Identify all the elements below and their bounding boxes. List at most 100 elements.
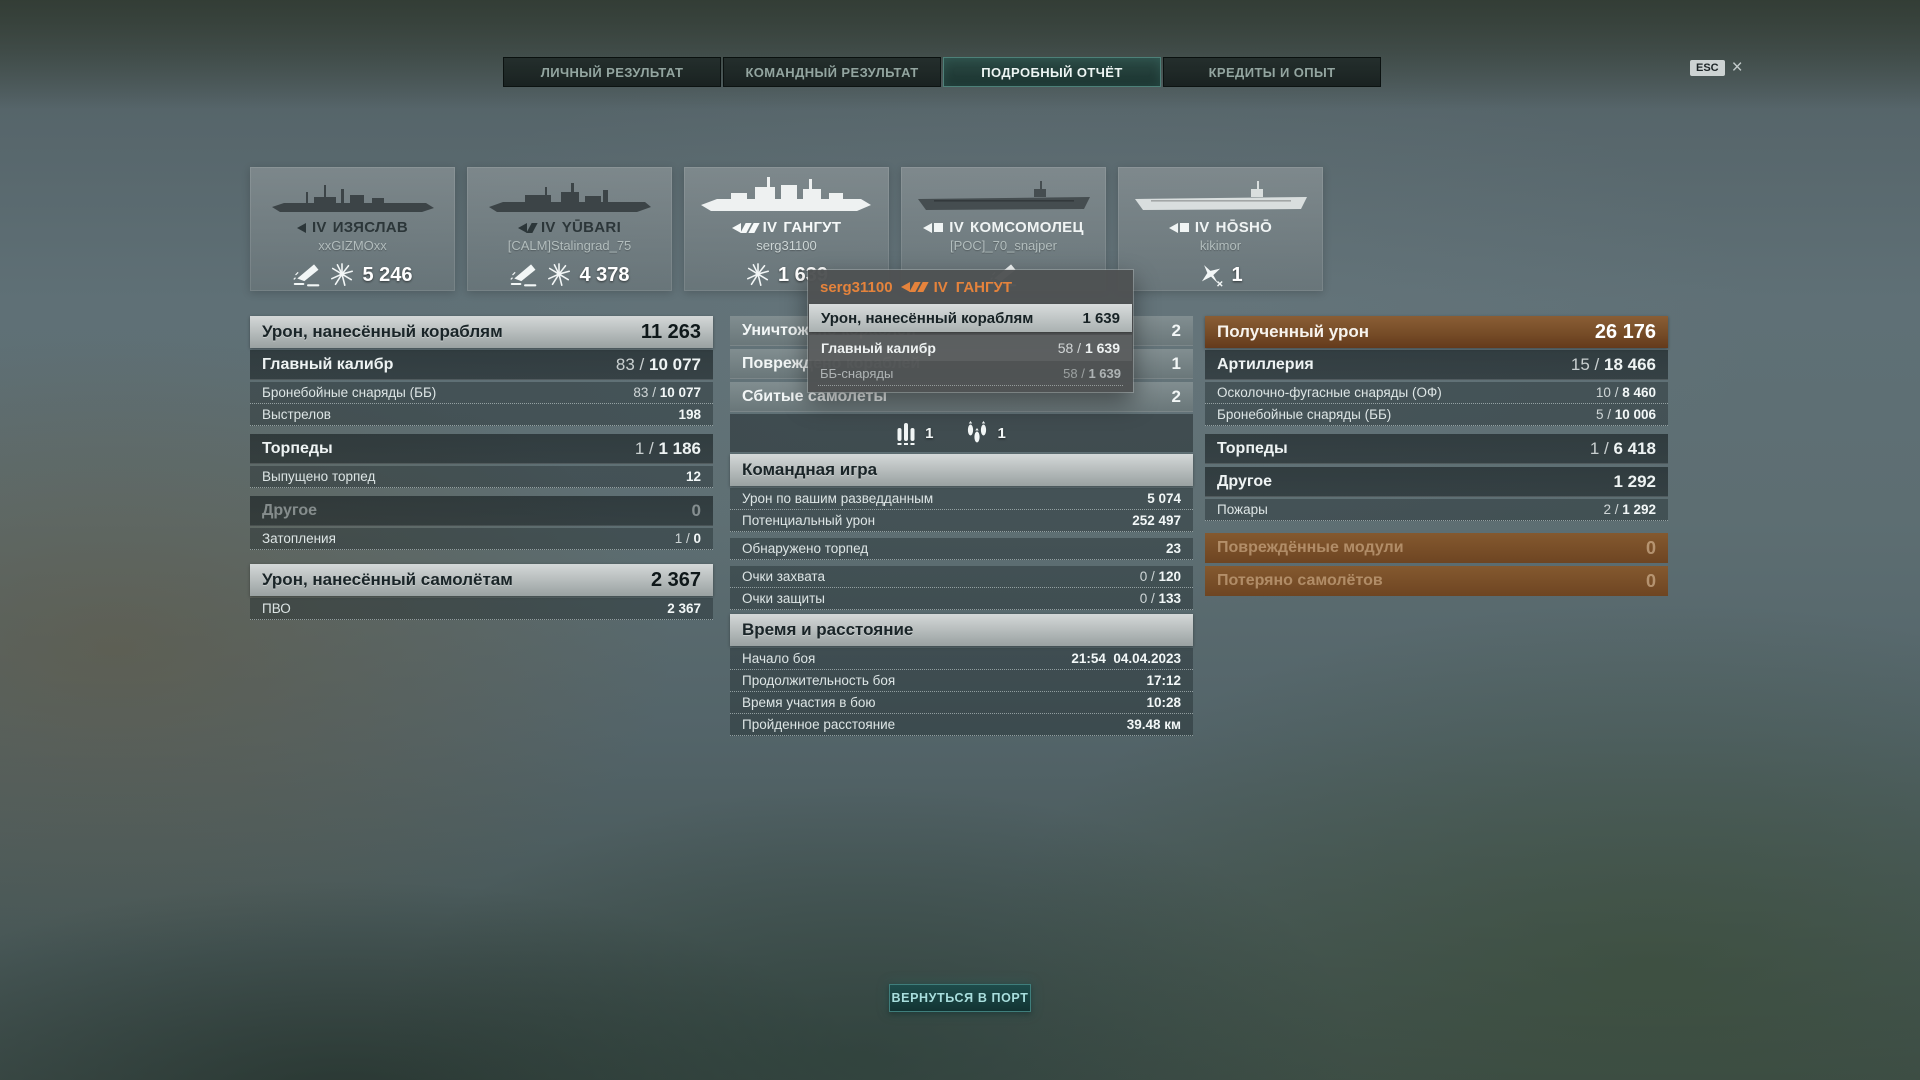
stat-label: Повреждённые модули	[1217, 539, 1404, 556]
battleship-class-icon	[731, 222, 760, 233]
tooltip-rows: Урон, нанесённый кораблям 1 639 Главный ка…	[808, 304, 1133, 386]
stat-value: 23	[1165, 541, 1181, 556]
ship-silhouette	[914, 173, 1094, 219]
stat-label: Очки захвата	[742, 569, 825, 584]
ship-name: HŌSHŌ	[1215, 219, 1273, 236]
ship-name: ИЗЯСЛАВ	[332, 219, 409, 236]
ship-name-line: IV HŌSHŌ	[1168, 219, 1273, 236]
stat-label: Пройденное расстояние	[742, 717, 896, 732]
stat-row: Артиллерия 15 / 18 466	[1205, 350, 1668, 380]
stat-row: Бронебойные снаряды (ББ) 5 / 10 006	[1205, 404, 1668, 426]
burst-icon	[546, 262, 572, 288]
card-result: 4 378	[509, 262, 630, 288]
tooltip-player-name: serg31100	[820, 278, 893, 296]
ship-name-line: IV ИЗЯСЛАВ	[296, 219, 409, 236]
stat-value: 0	[691, 501, 701, 520]
stat-label: Торпеды	[262, 440, 333, 457]
stat-value: 1 / 6 418	[1589, 439, 1656, 458]
ship-name-line: IV КОМСОМОЛЕЦ	[923, 219, 1084, 236]
card-value: 4 378	[579, 263, 630, 286]
stat-label: ПВО	[262, 601, 291, 616]
stat-label: Урон, нанесённый кораблям	[262, 322, 503, 341]
card-result: 5 246	[292, 262, 413, 288]
ship-card[interactable]: IV YŪBARI [CALM]Stalingrad_75 4 378	[467, 167, 672, 291]
ship-card[interactable]: IV ГАНГУТ serg31100 1 639	[684, 167, 889, 291]
stat-value: 12	[685, 469, 701, 484]
tab-2[interactable]: КОМАНДНЫЙ РЕЗУЛЬТАТ	[723, 57, 941, 87]
stat-row: Другое 0	[250, 496, 713, 526]
stat-label: Полученный урон	[1217, 322, 1370, 341]
ship-silhouette	[697, 173, 877, 219]
escape-hint: ESC ×	[1690, 58, 1743, 77]
stat-row: Продолжительность боя 17:12	[730, 670, 1193, 692]
ship-tier: IV	[1194, 219, 1210, 236]
stat-label: Урон по вашим разведданным	[742, 491, 934, 506]
ship-name: YŪBARI	[561, 219, 622, 236]
stat-row: Начало боя 21:54 04.04.2023	[730, 648, 1193, 670]
sink-icon	[509, 262, 539, 288]
ship-card[interactable]: IV HŌSHŌ kikimor 1	[1118, 167, 1323, 291]
stat-label: Обнаружено торпед	[742, 541, 869, 556]
stat-row: Торпеды 1 / 6 418	[1205, 434, 1668, 464]
stat-label: Очки защиты	[742, 591, 825, 606]
stat-row: Очки захвата 0 / 120	[730, 566, 1193, 588]
stat-value: 2 367	[667, 601, 701, 616]
tab-1[interactable]: ЛИЧНЫЙ РЕЗУЛЬТАТ	[503, 57, 721, 87]
stat-value: 0 / 120	[1139, 569, 1181, 584]
stat-value: 11 263	[640, 320, 701, 343]
stat-label: Урон, нанесённый кораблям	[821, 309, 1034, 327]
stat-row: Торпеды 1 / 1 186	[250, 434, 713, 464]
ship-silhouette	[1131, 173, 1311, 219]
bombs-icon	[964, 420, 990, 446]
burst-icon	[329, 262, 355, 288]
cruiser-class-icon	[517, 222, 538, 233]
stat-value: 58 / 1 639	[1057, 340, 1120, 356]
damage-received-column: Полученный урон 26 176 Артиллерия 15 / 18 4…	[1205, 316, 1668, 596]
stat-label: Потенциальный урон	[742, 513, 876, 528]
tab-4[interactable]: КРЕДИТЫ И ОПЫТ	[1163, 57, 1381, 87]
ship-card[interactable]: IV ИЗЯСЛАВ xxGIZMOxx 5 246	[250, 167, 455, 291]
stat-label: Выстрелов	[262, 407, 331, 422]
tooltip-ship-tier: IV	[933, 278, 948, 296]
stat-label: Продолжительность боя	[742, 673, 896, 688]
destroyer-class-icon	[296, 222, 306, 233]
stat-row: Повреждённые модули 0	[1205, 533, 1668, 563]
stat-row: Командная игра	[730, 454, 1193, 486]
stat-value: 0	[1645, 537, 1656, 558]
stat-label: Время и расстояние	[742, 620, 914, 639]
shells-icon	[895, 420, 917, 446]
stat-row: Полученный урон 26 176	[1205, 316, 1668, 348]
stat-row: Осколочно-фугасные снаряды (ОФ) 10 / 8 46…	[1205, 382, 1668, 404]
sink-icon	[292, 262, 322, 288]
stat-row: Выпущено торпед 12	[250, 466, 713, 488]
stat-label: Выпущено торпед	[262, 469, 376, 484]
tab-3[interactable]: ПОДРОБНЫЙ ОТЧЁТ	[943, 57, 1161, 87]
stat-row: Пройденное расстояние 39.48 км	[730, 714, 1193, 736]
esc-key-badge[interactable]: ESC	[1690, 59, 1725, 76]
icon-count: 1	[925, 424, 934, 442]
stat-value: 198	[678, 407, 701, 422]
tooltip-header: serg31100 IV ГАНГУТ	[808, 270, 1133, 304]
stat-row: Время участия в бою 10:28	[730, 692, 1193, 714]
stat-label: Осколочно-фугасные снаряды (ОФ)	[1217, 385, 1442, 400]
card-result: 1	[1198, 262, 1243, 288]
damage-dealt-column: Урон, нанесённый кораблям 11 263 Главный к…	[250, 316, 713, 620]
close-icon[interactable]: ×	[1731, 57, 1743, 78]
ship-tier: IV	[762, 219, 778, 236]
stat-label: ББ-снаряды	[820, 366, 894, 381]
stat-value: 1	[1171, 354, 1181, 373]
card-value: 1	[1231, 263, 1243, 286]
player-name: xxGIZMOxx	[318, 238, 387, 253]
stat-value: 83 / 10 077	[633, 385, 701, 400]
battleship-class-icon	[900, 282, 929, 292]
stat-value: 0 / 133	[1139, 591, 1181, 606]
stat-value: 10 / 8 460	[1595, 385, 1656, 400]
stat-row: ББ-снаряды 58 / 1 639	[818, 362, 1123, 386]
stat-value: 21:54 04.04.2023	[1071, 651, 1181, 666]
stat-row: Урон по вашим разведданным 5 074	[730, 488, 1193, 510]
stat-value: 10:28	[1146, 695, 1181, 710]
stat-label: Пожары	[1217, 502, 1268, 517]
stat-value: 2	[1171, 387, 1181, 406]
back-to-port-button[interactable]: ВЕРНУТЬСЯ В ПОРТ	[889, 984, 1031, 1012]
